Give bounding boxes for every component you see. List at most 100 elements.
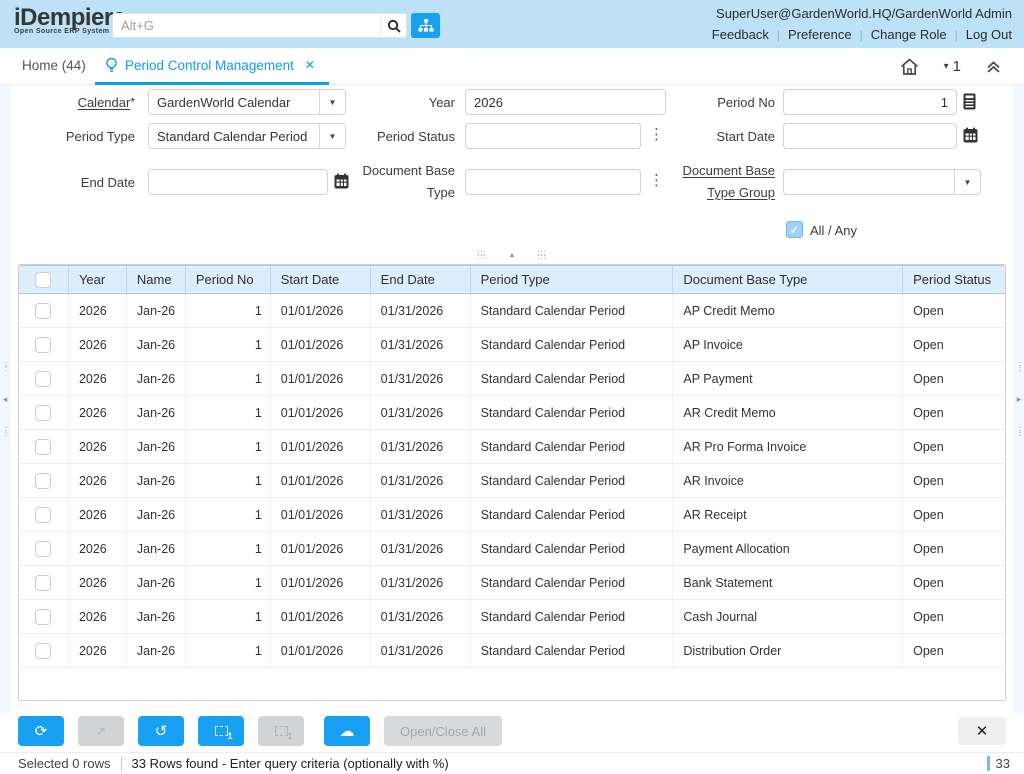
year-input[interactable] [465,89,666,115]
select-all-checkbox[interactable] [35,271,52,288]
document-base-type-group-select[interactable]: ▼ [783,169,981,195]
table-row[interactable]: 2026 Jan-26 1 01/01/2026 01/31/2026 Stan… [19,566,1005,600]
splitter-collapse-icon[interactable]: ▲ [508,252,516,259]
table-row[interactable]: 2026 Jan-26 1 01/01/2026 01/31/2026 Stan… [19,362,1005,396]
select-all-button[interactable]: 1 [198,716,244,746]
table-row[interactable]: 2026 Jan-26 1 01/01/2026 01/31/2026 Stan… [19,498,1005,532]
cell-name: Jan-26 [127,532,186,565]
refresh-button[interactable]: ⟳ [18,716,64,746]
cell-period-no: 1 [186,328,271,361]
preference-link[interactable]: Preference [788,27,852,42]
cell-period-status: Open [913,405,944,420]
row-select-checkbox[interactable] [35,404,52,421]
column-header-name[interactable]: Name [127,266,186,293]
table-row[interactable]: 2026 Jan-26 1 01/01/2026 01/31/2026 Stan… [19,464,1005,498]
row-count-area: 33 [986,756,1010,771]
table-row[interactable]: 2026 Jan-26 1 01/01/2026 01/31/2026 Stan… [19,396,1005,430]
table-row[interactable]: 2026 Jan-26 1 01/01/2026 01/31/2026 Stan… [19,294,1005,328]
period-status-input[interactable] [465,123,641,149]
cell-start-date: 01/01/2026 [271,464,371,497]
row-select-checkbox[interactable] [35,472,52,489]
chevron-down-icon[interactable]: ▼ [954,170,980,194]
cell-name: Jan-26 [127,600,186,633]
feedback-link[interactable]: Feedback [711,27,769,42]
left-splitter-strip[interactable]: ∶∶ ∶∶ ◂ ∶∶ ∶∶ [0,85,10,713]
status-bar: Selected 0 rows 33 Rows found - Enter qu… [0,752,1024,774]
row-select-checkbox[interactable] [35,302,52,319]
collapse-all-icon[interactable] [985,59,1002,75]
table-row[interactable]: 2026 Jan-26 1 01/01/2026 01/31/2026 Stan… [19,532,1005,566]
row-select-checkbox[interactable] [35,540,52,557]
more-options-icon[interactable]: ⋮ [649,172,664,189]
calendar-select[interactable]: GardenWorld Calendar ▼ [148,89,346,115]
search-button[interactable] [380,13,407,38]
select-all-column-header [19,266,69,293]
bulb-icon [105,57,118,73]
document-base-type-input[interactable] [465,169,641,195]
form-table-splitter[interactable]: ∶∶∶ ∶∶∶ ▲ ∶∶∶ ∶∶∶ [10,248,1014,263]
cell-period-status: Open [913,643,944,658]
workflow-activities-button[interactable] [411,13,440,38]
collapse-left-icon[interactable]: ◂ [2,393,8,404]
home-button[interactable] [899,57,920,77]
table-row[interactable]: 2026 Jan-26 1 01/01/2026 01/31/2026 Stan… [19,328,1005,362]
period-type-select[interactable]: Standard Calendar Period ▼ [148,123,346,149]
row-select-checkbox[interactable] [35,370,52,387]
column-header-end-date[interactable]: End Date [371,266,471,293]
row-select-checkbox[interactable] [35,608,52,625]
cell-period-no: 1 [186,532,271,565]
column-header-document-base-type[interactable]: Document Base Type [673,266,904,293]
column-header-year[interactable]: Year [69,266,127,293]
cell-end-date: 01/31/2026 [371,362,471,395]
reset-button[interactable]: ↺ [138,716,184,746]
right-splitter-strip[interactable]: ∶∶ ∶∶ ▸ ∶∶ ∶∶ [1014,85,1024,713]
period-no-input[interactable] [783,89,957,115]
collapse-right-icon[interactable]: ▸ [1016,393,1022,404]
end-date-input[interactable] [148,169,328,195]
column-header-period-type[interactable]: Period Type [471,266,674,293]
external-link-icon: ↗ [95,723,107,738]
grip-dots: ∶∶∶ ∶∶∶ [477,248,487,262]
global-search-input[interactable] [112,13,380,38]
cell-year: 2026 [69,634,127,667]
row-select-checkbox[interactable] [35,506,52,523]
export-button[interactable]: ☁ [324,716,370,746]
tab-home[interactable]: Home (44) [22,58,86,73]
cell-end-date: 01/31/2026 [371,464,471,497]
row-select-checkbox[interactable] [35,336,52,353]
column-header-period-no[interactable]: Period No [186,266,271,293]
cell-end-date: 01/31/2026 [371,430,471,463]
tab-close-icon[interactable]: ✕ [304,58,315,72]
more-options-icon[interactable]: ⋮ [649,126,664,143]
cell-document-base-type: Cash Journal [673,600,904,633]
change-role-link[interactable]: Change Role [870,27,947,42]
table-row[interactable]: 2026 Jan-26 1 01/01/2026 01/31/2026 Stan… [19,430,1005,464]
open-close-all-button: Open/Close All [384,716,502,746]
row-select-checkbox[interactable] [35,642,52,659]
cell-end-date: 01/31/2026 [371,498,471,531]
calendar-icon[interactable] [334,173,349,189]
calculator-icon[interactable] [963,93,976,110]
calendar-icon[interactable] [963,127,978,143]
table-row[interactable]: 2026 Jan-26 1 01/01/2026 01/31/2026 Stan… [19,634,1005,668]
tab-period-control-management[interactable]: Period Control Management ✕ [95,48,329,85]
chevron-down-icon[interactable]: ▼ [319,124,345,148]
cell-name: Jan-26 [127,430,186,463]
column-header-period-status[interactable]: Period Status [913,272,992,287]
cell-period-status: Open [913,609,944,624]
table-row[interactable]: 2026 Jan-26 1 01/01/2026 01/31/2026 Stan… [19,600,1005,634]
cell-document-base-type: Bank Statement [673,566,904,599]
cell-year: 2026 [69,464,127,497]
cell-period-type: Standard Calendar Period [471,362,674,395]
row-select-checkbox[interactable] [35,438,52,455]
all-any-checkbox[interactable]: ✓ [786,221,803,238]
row-select-checkbox[interactable] [35,574,52,591]
close-dialog-button[interactable]: ✕ [958,717,1006,745]
cell-period-status: Open [913,541,944,556]
all-any-label: All / Any [810,223,857,238]
log-out-link[interactable]: Log Out [965,27,1012,42]
chevron-down-icon[interactable]: ▼ [319,90,345,114]
open-windows-dropdown[interactable]: ▾ 1 [944,58,961,75]
column-header-start-date[interactable]: Start Date [271,266,371,293]
start-date-input[interactable] [783,123,957,149]
